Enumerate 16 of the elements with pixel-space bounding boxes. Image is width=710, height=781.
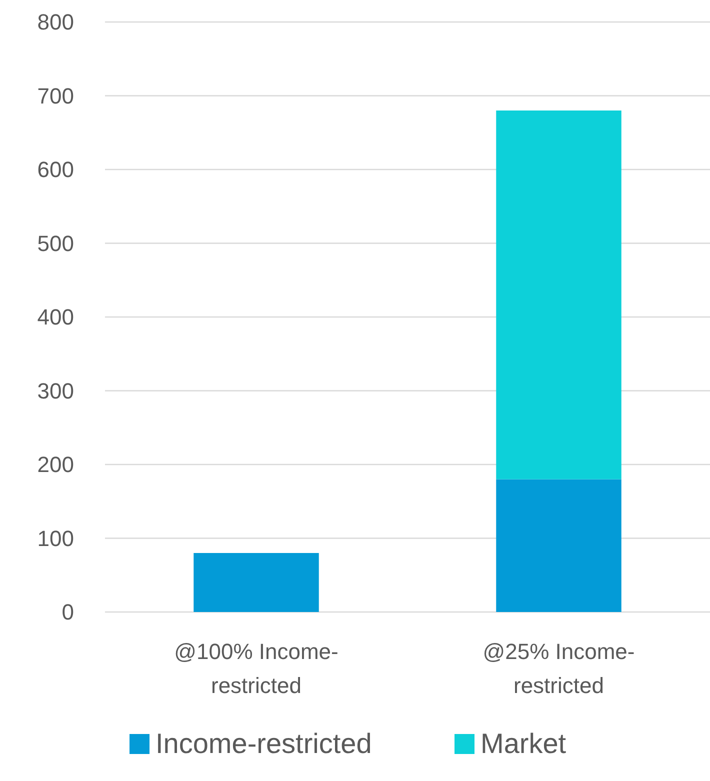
y-tick-label: 400 bbox=[37, 304, 74, 330]
legend-label: Market bbox=[480, 728, 566, 759]
x-tick-label: @100% Income-restricted bbox=[174, 639, 338, 698]
y-tick-label: 300 bbox=[37, 378, 74, 404]
y-tick-label: 0 bbox=[62, 600, 74, 625]
y-tick-label: 200 bbox=[37, 452, 74, 478]
bar bbox=[496, 479, 622, 612]
y-tick-label: 700 bbox=[37, 83, 74, 108]
y-tick-label: 100 bbox=[37, 526, 74, 551]
bar bbox=[194, 553, 319, 612]
bar bbox=[496, 110, 622, 480]
legend-label: Income-restricted bbox=[156, 728, 372, 759]
y-tick-label: 800 bbox=[37, 10, 74, 35]
y-tick-label: 500 bbox=[37, 230, 74, 256]
y-tick-label: 600 bbox=[37, 157, 74, 182]
x-tick-label: @25% Income-restricted bbox=[482, 639, 635, 698]
